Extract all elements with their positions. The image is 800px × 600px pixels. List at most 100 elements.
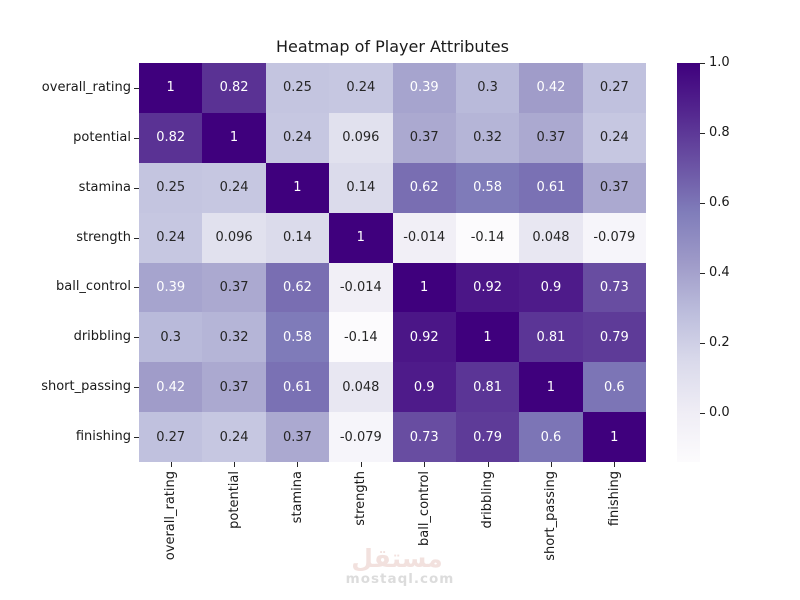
colorbar-tick-mark bbox=[700, 343, 705, 344]
y-axis-label: strength bbox=[76, 229, 131, 245]
heatmap-cell: 0.9 bbox=[392, 362, 456, 413]
cell-value-label: 0.24 bbox=[156, 230, 186, 246]
cell-value-label: 0.25 bbox=[282, 80, 312, 96]
watermark-logo: مستقل bbox=[351, 544, 443, 573]
y-tick-mark bbox=[134, 437, 139, 438]
y-axis-label: finishing bbox=[75, 429, 131, 445]
colorbar-tick-mark bbox=[700, 133, 705, 134]
heatmap-cell: 0.24 bbox=[329, 63, 393, 113]
heatmap-cell: 0.42 bbox=[519, 63, 583, 113]
heatmap-cell: 0.37 bbox=[582, 162, 646, 213]
cell-value-label: 0.82 bbox=[156, 130, 186, 146]
y-tick-mark bbox=[134, 287, 139, 288]
y-tick-mark bbox=[134, 337, 139, 338]
cell-value-label: -0.14 bbox=[343, 329, 378, 345]
heatmap-cell: 1 bbox=[265, 162, 330, 213]
cell-value-label: 0.24 bbox=[219, 429, 249, 445]
cell-value-label: -0.079 bbox=[593, 230, 636, 246]
colorbar-tick-label: 0.4 bbox=[709, 265, 730, 280]
cell-value-label: 0.79 bbox=[473, 429, 503, 445]
heatmap-cell: 0.14 bbox=[329, 162, 393, 213]
cell-value-label: 0.37 bbox=[599, 180, 629, 196]
y-tick-mark bbox=[134, 138, 139, 139]
heatmap-cell: 0.6 bbox=[519, 412, 583, 462]
x-tick-mark bbox=[488, 462, 489, 467]
cell-value-label: 0.92 bbox=[473, 279, 503, 295]
cell-value-label: -0.079 bbox=[339, 429, 382, 445]
chart-title: Heatmap of Player Attributes bbox=[276, 37, 509, 56]
cell-value-label: 0.096 bbox=[342, 130, 380, 146]
cell-value-label: 1 bbox=[610, 429, 619, 445]
cell-value-label: 1 bbox=[483, 329, 492, 345]
cell-value-label: 0.61 bbox=[536, 180, 566, 196]
cell-value-label: 0.25 bbox=[156, 180, 186, 196]
cell-value-label: 0.73 bbox=[599, 279, 629, 295]
heatmap-cell: 0.37 bbox=[265, 412, 330, 462]
x-axis-label: ball_control bbox=[416, 471, 432, 547]
y-tick-mark bbox=[134, 88, 139, 89]
heatmap-cell: -0.079 bbox=[329, 412, 393, 462]
x-tick-mark bbox=[361, 462, 362, 467]
heatmap-cell: 1 bbox=[455, 312, 520, 363]
heatmap-cell: 0.37 bbox=[202, 362, 266, 413]
heatmap-cell: 1 bbox=[392, 262, 456, 313]
heatmap-cell: 0.58 bbox=[455, 162, 520, 213]
heatmap-cell: -0.014 bbox=[329, 262, 393, 313]
y-axis-label: overall_rating bbox=[41, 79, 131, 95]
heatmap-cell: 0.81 bbox=[519, 312, 583, 363]
cell-value-label: 0.9 bbox=[540, 279, 562, 295]
heatmap-cell: 0.24 bbox=[582, 112, 646, 163]
x-tick-mark bbox=[614, 462, 615, 467]
heatmap-cell: 1 bbox=[202, 112, 266, 163]
heatmap-cell: 0.24 bbox=[202, 412, 266, 462]
cell-value-label: 0.58 bbox=[473, 180, 503, 196]
heatmap-cell: -0.079 bbox=[582, 212, 646, 263]
colorbar-tick-mark bbox=[700, 203, 705, 204]
cell-value-label: 0.32 bbox=[219, 329, 249, 345]
heatmap-cell: 0.81 bbox=[455, 362, 520, 413]
heatmap-cell: 1 bbox=[519, 362, 583, 413]
heatmap-cell: 0.58 bbox=[265, 312, 330, 363]
y-axis-label: potential bbox=[73, 129, 131, 145]
cell-value-label: -0.14 bbox=[470, 230, 505, 246]
cell-value-label: -0.014 bbox=[339, 279, 382, 295]
x-tick-mark bbox=[297, 462, 298, 467]
cell-value-label: 0.42 bbox=[536, 80, 566, 96]
watermark-domain: mostaql.com bbox=[345, 571, 455, 587]
cell-value-label: 0.37 bbox=[409, 130, 439, 146]
cell-value-label: 0.3 bbox=[477, 80, 498, 96]
cell-value-label: 1 bbox=[293, 180, 302, 196]
x-axis-label: strength bbox=[353, 471, 369, 526]
colorbar-tick-label: 0.8 bbox=[709, 125, 730, 140]
x-tick-mark bbox=[171, 462, 172, 467]
x-tick-mark bbox=[551, 462, 552, 467]
colorbar-tick-label: 0.2 bbox=[709, 335, 730, 350]
y-tick-mark bbox=[134, 188, 139, 189]
heatmap-cell: 0.27 bbox=[582, 63, 646, 113]
y-tick-mark bbox=[134, 238, 139, 239]
heatmap-cell: 1 bbox=[329, 212, 393, 263]
heatmap-cell: 0.61 bbox=[265, 362, 330, 413]
cell-value-label: 0.82 bbox=[219, 80, 249, 96]
heatmap-cell: 0.32 bbox=[455, 112, 520, 163]
heatmap-cell: 0.37 bbox=[202, 262, 266, 313]
x-axis-label: dribbling bbox=[480, 471, 496, 529]
heatmap-cell: 0.3 bbox=[139, 312, 203, 363]
cell-value-label: 0.39 bbox=[156, 279, 186, 295]
cell-value-label: 0.37 bbox=[219, 379, 249, 395]
y-axis-label: stamina bbox=[78, 179, 131, 195]
cell-value-label: 0.81 bbox=[473, 379, 503, 395]
heatmap-cell: 0.32 bbox=[202, 312, 266, 363]
colorbar-tick-mark bbox=[700, 413, 705, 414]
cell-value-label: 1 bbox=[229, 130, 239, 146]
heatmap-cell: -0.014 bbox=[392, 212, 456, 263]
colorbar-tick-label: 1.0 bbox=[709, 55, 730, 70]
heatmap-cell: 0.24 bbox=[202, 162, 266, 213]
cell-value-label: 0.37 bbox=[282, 429, 312, 445]
heatmap-cell: 0.048 bbox=[329, 362, 393, 413]
colorbar-gradient bbox=[677, 63, 700, 462]
heatmap-cell: 0.14 bbox=[265, 212, 330, 263]
cell-value-label: 0.27 bbox=[156, 429, 186, 445]
x-tick-mark bbox=[234, 462, 235, 467]
cell-value-label: 0.24 bbox=[219, 180, 249, 196]
